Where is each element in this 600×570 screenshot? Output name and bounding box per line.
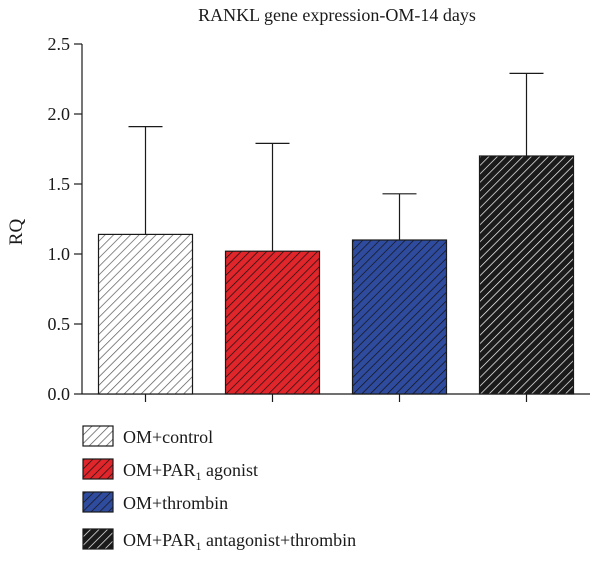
y-tick-label: 1.5 [48,174,71,194]
legend-label: OM+PAR1 antagonist+thrombin [123,530,356,553]
y-tick-label: 0.0 [48,384,71,404]
legend-label: OM+PAR1 agonist [123,460,258,483]
y-axis-label: RQ [6,219,27,246]
error-bars [128,72,544,252]
chart-title: RANKL gene expression-OM-14 days [198,5,476,25]
y-tick-label: 1.0 [48,244,71,264]
y-tick-label: 2.5 [48,34,71,54]
bar [224,250,321,395]
legend-item: OM+thrombin [82,491,228,513]
legend-item: OM+PAR1 antagonist+thrombin [82,528,356,553]
bar [351,239,448,395]
legend-swatch [82,458,114,480]
bar [478,155,575,395]
legend-swatch [82,425,114,447]
bar [97,233,194,395]
legend-item: OM+PAR1 agonist [82,458,258,483]
legend-item: OM+control [82,425,213,447]
y-tick-label: 2.0 [48,104,71,124]
legend-swatch [82,491,114,513]
y-tick-label: 0.5 [48,314,71,334]
legend-label: OM+control [123,427,213,447]
legend-label: OM+thrombin [123,493,228,513]
legend: OM+control OM+PAR1 agonist OM+thrombin OM+P… [82,425,356,553]
bars [97,155,575,395]
legend-swatch [82,528,114,550]
